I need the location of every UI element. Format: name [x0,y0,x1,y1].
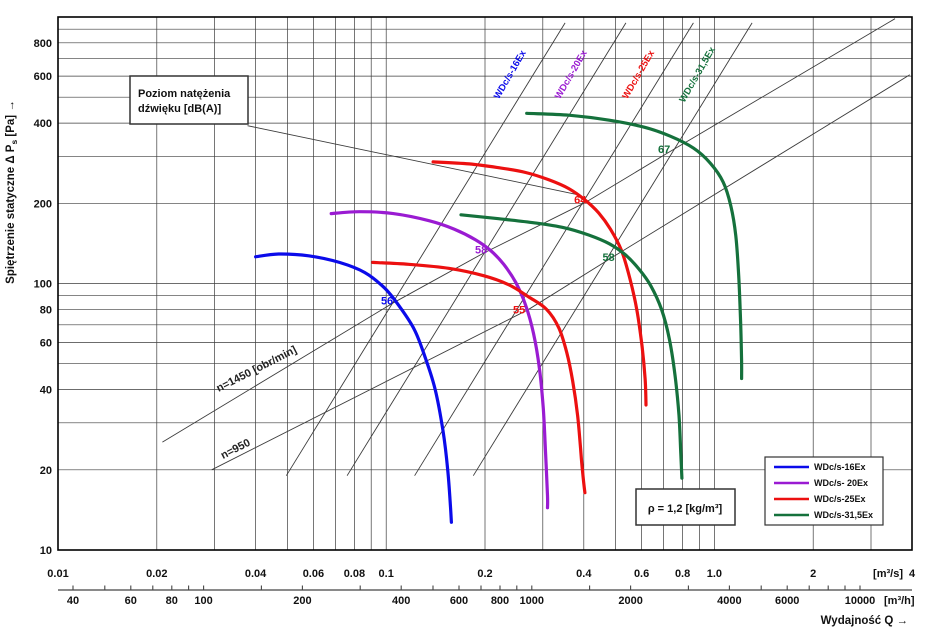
legend-box [764,456,884,526]
noise-box-leader-line [247,125,577,195]
x-axis-unit-m3s: [m³/s] [873,568,903,580]
affinity-line-WDc/s-25Ex [414,22,694,476]
fan-model-label-WDcs25Ex: WDc/s-25Ex [620,48,657,101]
y-axis-title-text: Spiętrzenie statyczne Δ P [5,144,17,284]
noise-level-label-58: 58 [475,245,487,257]
x-tick-label-m3s: 0.08 [344,568,365,580]
fan-curve-WDcs25Ex-1450rpm [431,160,648,407]
y-tick-label: 20 [40,465,52,477]
x-tick-label-m3s: 0.1 [379,568,394,580]
noise-level-label-55: 55 [513,304,525,316]
x-tick-label-m3h: 2000 [618,595,642,607]
speed-line-n950 [211,74,911,471]
x-tick-label-m3h: 60 [125,595,137,607]
x-tick-label-m3h: 6000 [775,595,799,607]
y-axis-title: Spiętrzenie statyczne Δ Ps [Pa] → [5,100,19,284]
y-tick-label: 40 [40,385,52,397]
legend-label: WDc/s-16Ex [814,462,866,472]
x-tick-label-m3s: 0.02 [146,568,167,580]
x-axis-unit-m3h: [m³/h] [884,595,915,607]
affinity-line-WDc/s-20Ex [346,22,627,476]
fan-curve-WDcs315Ex-1450rpm [525,111,744,381]
x-tick-label-m3s: 0.01 [47,568,68,580]
legend-entries: WDc/s-16Ex WDc/s- 20Ex WDc/s-25Ex WDc/s-31,… [774,462,873,520]
y-tick-label: 400 [34,118,52,130]
y-tick-label: 10 [40,545,52,557]
y-tick-label: 60 [40,338,52,350]
y-tick-label: 80 [40,304,52,316]
affinity-line-WDc/s-16Ex [285,22,566,476]
x-tick-label-m3s: 0.8 [675,568,690,580]
x-tick-label-m3s: 0.04 [245,568,267,580]
x-tick-label-m3h: 80 [166,595,178,607]
fan-curve-WDcs25Ex-950rpm [371,260,587,495]
legend-label: WDc/s-25Ex [814,494,866,504]
fan-model-label-WDcs20Ex: WDc/s-20Ex [553,48,590,101]
fan-model-label-WDcs16Ex: WDc/s-16Ex [492,48,529,101]
x-tick-label-m3s: 0.4 [576,568,592,580]
noise-level-label-58: 58 [602,252,614,264]
x-tick-label-m3s: 1.0 [707,568,722,580]
legend-label: WDc/s- 20Ex [814,478,868,488]
x-tick-label-m3s: 0.6 [634,568,649,580]
noise-level-callout-box [129,75,249,125]
noise-level-label-64: 64 [574,194,587,206]
x-tick-label-m3s: 0.06 [303,568,324,580]
fan-model-label-WDcs315Ex: WDc/s-31,5Ex [677,45,718,105]
legend-label: WDc/s-31,5Ex [814,510,873,520]
x-tick-label-m3h: 1000 [520,595,544,607]
noise-box-line1: Poziom natężenia [138,88,231,100]
air-density-box [635,488,736,526]
speed-line-n1450 [162,18,896,443]
x-tick-label-m3h: 200 [293,595,311,607]
y-tick-label: 600 [34,71,52,83]
x-tick-label-m3h: 10000 [845,595,876,607]
x-tick-label-m3h: 40 [67,595,79,607]
x-tick-label-m3s: 2 [810,568,816,580]
y-axis-title-unit-arrow: [Pa] → [5,100,17,140]
x-tick-label-m3h: 400 [392,595,410,607]
affinity-line-WDc/s-31,5Ex [472,22,753,476]
plot-border [57,16,913,551]
x-tick-label-m3h: 4000 [717,595,741,607]
y-tick-label: 800 [34,38,52,50]
speed-line-label-n1450: n=1450 [obr/min] [215,344,299,395]
x-axis-title: Wydajność Q → [821,615,908,627]
x-tick-label-m3h: 600 [450,595,468,607]
y-tick-label: 200 [34,198,52,210]
x-tick-label-m3h: 800 [491,595,509,607]
x-tick-label-m3s: 0.2 [477,568,492,580]
fan-curve-WDcs16Ex-1450rpm [254,252,453,524]
x-tick-label-m3s: 4 [909,568,916,580]
fan-curve-WDcs20Ex-1450rpm [329,210,550,510]
y-axis-title-subscript: s [9,140,19,145]
y-tick-label: 100 [34,279,52,291]
x-tick-label-m3h: 100 [194,595,212,607]
noise-level-label-56: 56 [381,295,393,307]
noise-box-line2: dźwięku [dB(A)] [138,103,221,115]
air-density-text: ρ = 1,2 [kg/m³] [648,503,723,515]
fan-curve-WDcs315Ex-950rpm [459,213,684,480]
noise-level-label-67: 67 [658,144,670,156]
